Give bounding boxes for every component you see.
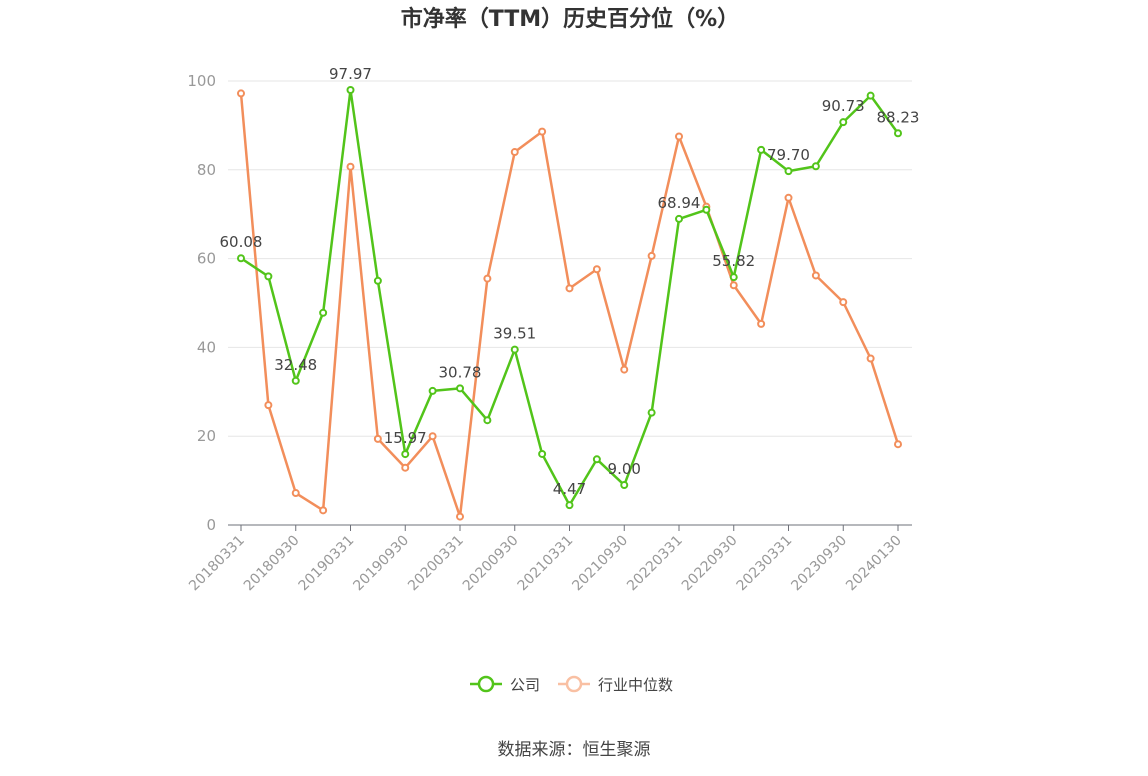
data-point [565,501,574,510]
data-point [401,450,410,459]
data-point [510,148,519,157]
x-tick-label: 20220930 [679,533,741,595]
data-label: 90.73 [822,97,865,115]
series-points [237,86,902,521]
y-tick-label: 80 [197,161,216,179]
legend-marker [477,675,495,693]
data-point [510,345,519,354]
data-point [866,354,875,363]
data-point [784,193,793,202]
chart-title: 市净率（TTM）历史百分位（%） [401,6,739,32]
data-label: 88.23 [877,108,920,126]
x-tick-label: 20190331 [296,533,358,595]
x-tick-label: 20200930 [460,533,522,595]
data-label: 39.51 [493,325,536,343]
data-point [319,506,328,515]
data-point [592,455,601,464]
data-point [237,89,245,98]
data-point [592,265,601,274]
y-tick-label: 60 [197,250,216,268]
data-label: 4.47 [553,480,586,498]
data-point [839,298,848,307]
data-point [428,386,437,395]
data-point [811,162,820,171]
data-point [894,129,902,138]
data-point [675,132,683,141]
x-tick-label: 20220331 [624,533,686,595]
data-label: 55.82 [712,252,755,270]
data-point [647,251,656,260]
data-point [757,319,766,328]
y-axis: 0 20 40 60 80 100 [187,72,216,534]
data-point [647,408,656,417]
legend-item-1[interactable]: 行业中位数 [558,675,673,694]
x-tick-label: 20210930 [569,533,631,595]
data-label: 32.48 [274,356,317,374]
data-point [291,489,300,498]
data-label: 9.00 [608,460,641,478]
data-point [483,416,492,425]
legend: 公司 行业中位数 [470,675,673,694]
x-tick-label: 20190930 [350,533,412,595]
data-point [538,449,547,458]
data-label: 60.08 [220,233,263,251]
y-tick-label: 20 [197,427,216,445]
x-tick-label: 20180930 [241,533,303,595]
y-tick-label: 0 [206,516,216,534]
x-axis: 2018033120180930201903312019093020200331… [186,524,912,595]
data-point [456,384,464,393]
data-point [373,276,382,285]
data-point [866,91,875,100]
data-point [784,167,793,176]
x-tick-label: 20200331 [405,533,467,595]
data-point [373,434,382,443]
data-point [456,512,464,521]
data-label: 30.78 [439,363,482,381]
x-tick-label: 20180331 [186,533,248,595]
legend-marker [565,675,583,693]
data-point [894,440,902,449]
data-point [620,365,629,374]
x-tick-label: 20230930 [788,533,850,595]
data-label: 79.70 [767,146,810,164]
data-point [729,273,738,282]
data-point [757,145,766,154]
data-label: 68.94 [658,194,701,212]
x-tick-label: 20230331 [734,533,796,595]
data-point [319,308,328,317]
x-tick-label: 20240130 [843,533,905,595]
data-point [428,432,437,441]
data-point [811,271,820,280]
data-point [346,86,355,95]
data-point [538,127,547,136]
data-label: 97.97 [329,65,372,83]
y-tick-label: 100 [187,72,216,90]
data-point [620,481,629,490]
data-point [839,118,848,127]
data-point [264,272,273,281]
data-point [346,162,355,171]
legend-label: 公司 [510,676,540,694]
data-point [675,214,683,223]
data-labels: 60.08 32.48 97.97 15.97 30.78 39.51 4.47 9.00 68… [220,65,920,498]
data-point [291,376,300,385]
x-tick-label: 20210331 [515,533,577,595]
data-point [264,401,273,410]
data-point [401,463,410,472]
legend-label: 行业中位数 [598,676,673,694]
data-point [702,205,711,214]
data-point [729,281,738,290]
data-label: 15.97 [384,429,427,447]
data-point [237,254,245,263]
legend-item-0[interactable]: 公司 [470,675,540,694]
data-point [565,284,574,293]
y-tick-label: 40 [197,338,216,356]
data-point [483,274,492,283]
source-note: 数据来源：恒生聚源 [498,740,651,760]
